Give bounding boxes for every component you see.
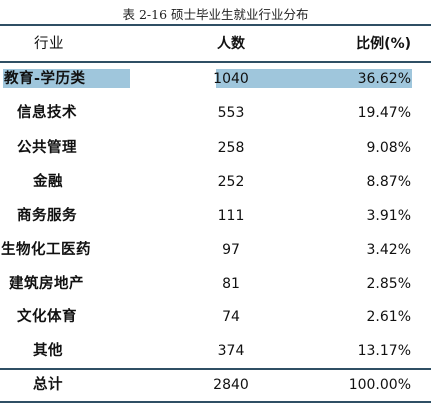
industry-cell: 文化体育: [17, 309, 77, 325]
industry-cell: 生物化工医药: [1, 242, 91, 258]
total-rule: [0, 368, 431, 370]
count-cell: 74: [222, 309, 240, 325]
industry-cell: 建筑房地产: [9, 276, 84, 292]
count-cell: 81: [222, 276, 240, 292]
table-row: 文化体育 74 2.61%: [0, 300, 431, 334]
table-row: 其他 374 13.17%: [0, 334, 431, 368]
bottom-rule: [0, 401, 431, 403]
total-count: 2840: [213, 377, 249, 393]
table-row: 信息技术 553 19.47%: [0, 96, 431, 130]
header-industry: 行业: [34, 36, 64, 52]
industry-cell: 公共管理: [17, 140, 77, 156]
row-highlight-values: [216, 69, 412, 88]
ratio-cell: 2.61%: [366, 309, 411, 325]
ratio-cell: 19.47%: [357, 105, 411, 121]
table-row: 建筑房地产 81 2.85%: [0, 267, 431, 301]
header-rule: [0, 61, 431, 63]
ratio-cell: 8.87%: [366, 174, 411, 190]
industry-cell: 商务服务: [17, 208, 77, 224]
count-cell: 252: [217, 174, 245, 190]
industry-cell: 教育-学历类: [4, 71, 86, 87]
count-cell: 258: [217, 140, 245, 156]
ratio-cell: 36.62%: [357, 71, 411, 87]
header-row: 行业 人数 比例(%): [0, 27, 431, 61]
industry-cell: 信息技术: [17, 105, 77, 121]
count-cell: 374: [217, 343, 245, 359]
table-caption: 表 2-16 硕士毕业生就业行业分布: [122, 7, 309, 22]
ratio-cell: 3.42%: [366, 242, 411, 258]
table-row: 公共管理 258 9.08%: [0, 131, 431, 165]
industry-cell: 其他: [33, 343, 63, 359]
ratio-cell: 9.08%: [366, 140, 411, 156]
header-ratio: 比例(%): [356, 36, 411, 52]
total-ratio: 100.00%: [348, 377, 411, 393]
header-count: 人数: [217, 36, 245, 52]
table-row: 生物化工医药 97 3.42%: [0, 233, 431, 267]
ratio-cell: 13.17%: [357, 343, 411, 359]
total-row: 总计 2840 100.00%: [0, 368, 431, 402]
table-row: 商务服务 111 3.91%: [0, 199, 431, 233]
total-label: 总计: [33, 377, 63, 393]
ratio-cell: 2.85%: [366, 276, 411, 292]
industry-cell: 金融: [33, 174, 63, 190]
count-cell: 111: [217, 208, 245, 224]
table-row: 金融 252 8.87%: [0, 165, 431, 199]
count-cell: 553: [217, 105, 245, 121]
row-highlight-industry: [3, 69, 130, 88]
table-row: 教育-学历类 1040 36.62%: [0, 62, 431, 96]
count-cell: 1040: [213, 71, 249, 87]
ratio-cell: 3.91%: [366, 208, 411, 224]
top-rule: [0, 24, 431, 26]
count-cell: 97: [222, 242, 240, 258]
